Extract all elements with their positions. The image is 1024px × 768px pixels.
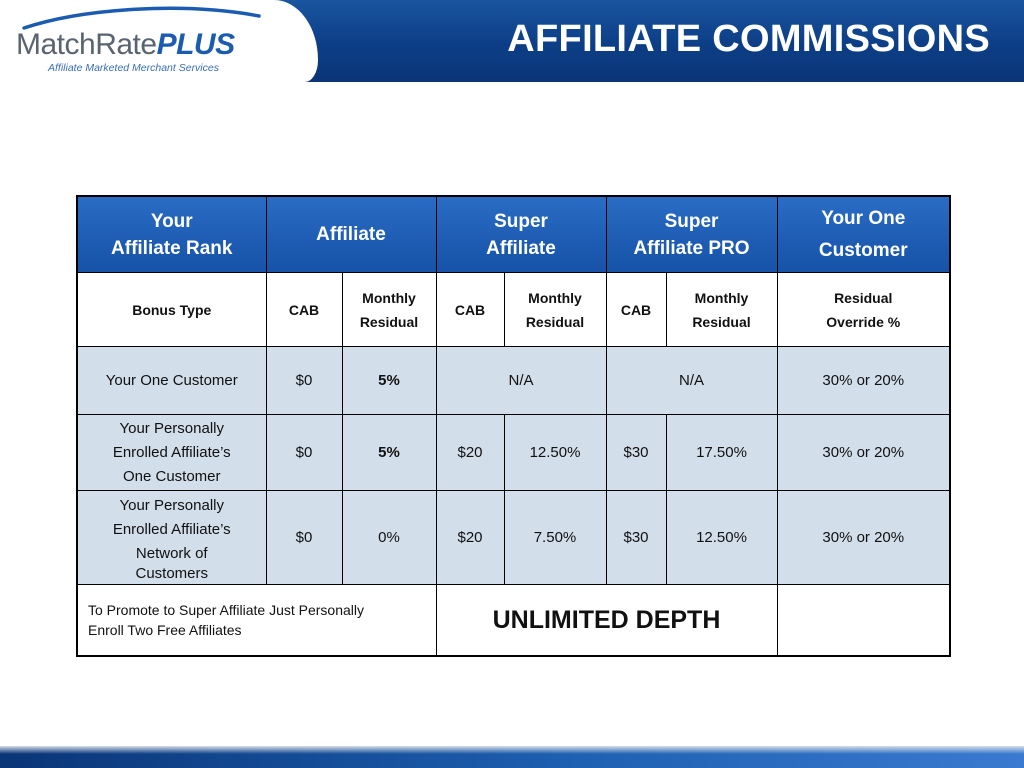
- affiliate-monthly: 0%: [341, 490, 437, 585]
- subheader-cab-super: CAB: [435, 272, 505, 347]
- header-super-affiliate-pro: Super Affiliate PRO: [605, 195, 778, 273]
- super-affiliate-value: N/A: [435, 346, 607, 415]
- super-monthly: 7.50%: [503, 490, 607, 585]
- affiliate-cab: $0: [265, 346, 343, 415]
- header-your-one-customer: Your One Customer: [776, 195, 951, 273]
- subheader-bonus-type: Bonus Type: [76, 272, 267, 347]
- table-row: Your One Customer $0 5% N/A N/A 30% or 2…: [76, 346, 951, 415]
- affiliate-cab: $0: [265, 490, 343, 585]
- pro-cab: $30: [605, 414, 667, 491]
- override-value: 30% or 20%: [776, 346, 951, 415]
- row-label: Your Personally Enrolled Affiliate’s One…: [76, 414, 267, 491]
- logo: MatchRatePLUS Affiliate Marketed Merchan…: [0, 0, 318, 82]
- table-subheader-row: Bonus Type CAB Monthly Residual CAB Mont…: [76, 272, 951, 347]
- table-row: Your Personally Enrolled Affiliate’s Net…: [76, 490, 951, 585]
- table-row: Your Personally Enrolled Affiliate’s One…: [76, 414, 951, 491]
- header-super-affiliate: Super Affiliate: [435, 195, 607, 273]
- super-affiliate-pro-value: N/A: [605, 346, 778, 415]
- logo-name-part2: PLUS: [156, 28, 236, 61]
- promotion-note: To Promote to Super Affiliate Just Perso…: [76, 584, 437, 657]
- header-band: MatchRatePLUS Affiliate Marketed Merchan…: [0, 0, 1024, 82]
- commissions-table: Your Affiliate Rank Affiliate Super Affi…: [76, 195, 951, 657]
- pro-cab: $30: [605, 490, 667, 585]
- empty-cell: [776, 584, 951, 657]
- super-cab: $20: [435, 490, 505, 585]
- override-value: 30% or 20%: [776, 414, 951, 491]
- subheader-cab-affiliate: CAB: [265, 272, 343, 347]
- header-rank: Your Affiliate Rank: [76, 195, 267, 273]
- affiliate-cab: $0: [265, 414, 343, 491]
- row-label: Your One Customer: [76, 346, 267, 415]
- logo-wordmark: MatchRatePLUS: [16, 28, 235, 62]
- super-cab: $20: [435, 414, 505, 491]
- row-label: Your Personally Enrolled Affiliate’s Net…: [76, 490, 267, 585]
- subheader-monthly-super: Monthly Residual: [503, 272, 607, 347]
- pro-monthly: 17.50%: [665, 414, 778, 491]
- subheader-cab-pro: CAB: [605, 272, 667, 347]
- logo-swoosh-icon: [22, 6, 261, 30]
- table-header-row: Your Affiliate Rank Affiliate Super Affi…: [76, 195, 951, 273]
- affiliate-monthly: 5%: [341, 346, 437, 415]
- subheader-residual-override: Residual Override %: [776, 272, 951, 347]
- override-value: 30% or 20%: [776, 490, 951, 585]
- table-footer-row: To Promote to Super Affiliate Just Perso…: [76, 584, 951, 657]
- subheader-monthly-pro: Monthly Residual: [665, 272, 778, 347]
- super-monthly: 12.50%: [503, 414, 607, 491]
- footer-band: [0, 746, 1024, 768]
- logo-tagline: Affiliate Marketed Merchant Services: [48, 62, 219, 74]
- affiliate-monthly: 5%: [341, 414, 437, 491]
- header-affiliate: Affiliate: [265, 195, 437, 273]
- pro-monthly: 12.50%: [665, 490, 778, 585]
- unlimited-depth: UNLIMITED DEPTH: [435, 584, 778, 657]
- subheader-monthly-affiliate: Monthly Residual: [341, 272, 437, 347]
- logo-name-part1: MatchRate: [16, 28, 157, 61]
- page-title: AFFILIATE COMMISSIONS: [507, 18, 990, 60]
